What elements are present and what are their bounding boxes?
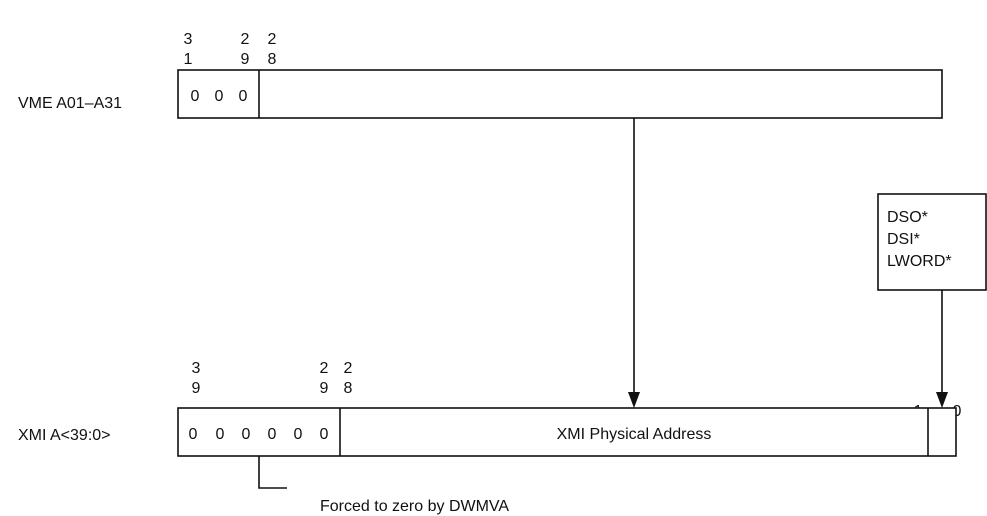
xmi-bit28-tens: 2 (344, 360, 353, 377)
signal-dsi: DSI* (887, 231, 920, 248)
forced-zero-leader (258, 456, 287, 489)
vme-bit29-tens: 2 (241, 31, 250, 48)
xmi-bit0-label: 0 (953, 403, 962, 420)
vme-register (177, 69, 943, 119)
vme-zero-bit: 0 (239, 88, 248, 105)
vme-zero-bit: 0 (215, 88, 224, 105)
vme-zero-bit: 0 (191, 88, 200, 105)
vme-register-label: VME A01–A31 (18, 95, 122, 112)
signal-lword: LWORD* (887, 253, 952, 270)
xmi-bit39-units: 9 (192, 380, 201, 397)
xmi-bit39-tens: 3 (192, 360, 201, 377)
mapping-arrow-head (628, 392, 640, 408)
xmi-bit28-units: 8 (344, 380, 353, 397)
xmi-zero-bit: 0 (242, 426, 251, 443)
forced-zero-note: Forced to zero by DWMVA (320, 498, 509, 515)
xmi-zero-bit: 0 (189, 426, 198, 443)
xmi-zero-bit: 0 (294, 426, 303, 443)
vme-bit28-units: 8 (268, 51, 277, 68)
signals-box (877, 193, 987, 291)
xmi-zero-bit: 0 (268, 426, 277, 443)
vme-bit31-units: 1 (184, 51, 193, 68)
xmi-zero-bit: 0 (216, 426, 225, 443)
signals-arrow-head (936, 392, 948, 408)
vme-bit29-units: 9 (241, 51, 250, 68)
xmi-register (177, 407, 957, 457)
vme-bit31-tens: 3 (184, 31, 193, 48)
xmi-physical-address-label: XMI Physical Address (557, 426, 712, 443)
xmi-zero-bit: 0 (320, 426, 329, 443)
xmi-bit29-units: 9 (320, 380, 329, 397)
vme-bit28-tens: 2 (268, 31, 277, 48)
signal-dso: DSO* (887, 209, 928, 226)
xmi-register-label: XMI A<39:0> (18, 427, 111, 444)
xmi-bit29-tens: 2 (320, 360, 329, 377)
